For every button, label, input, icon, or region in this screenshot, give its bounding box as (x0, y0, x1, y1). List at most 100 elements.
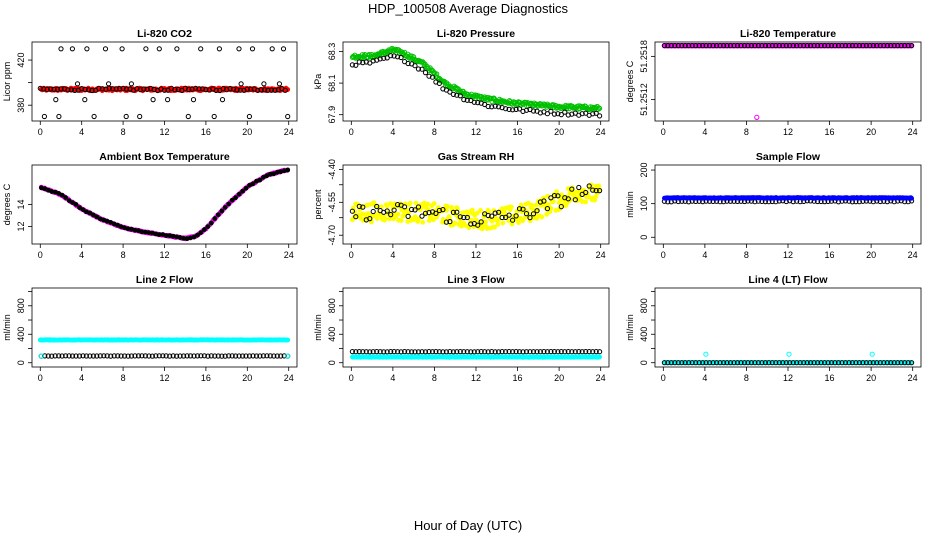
data-point-black (226, 201, 232, 207)
data-point-black (353, 62, 359, 68)
data-point-black (117, 86, 123, 92)
data-point-black (721, 360, 727, 366)
data-point-black (506, 349, 512, 355)
data-point-black (818, 43, 824, 49)
data-point-black (773, 43, 779, 49)
data-point-black (41, 86, 47, 92)
data-point-black (37, 85, 43, 91)
data-point-average (406, 210, 411, 216)
data-point-black (724, 360, 730, 366)
x-tick-label: 12 (471, 250, 481, 260)
data-point-black (794, 43, 800, 49)
data-point-black (52, 353, 58, 359)
data-point-black (766, 43, 772, 49)
data-point-average (382, 216, 388, 221)
data-point-black (839, 43, 845, 49)
x-tick-label: 24 (908, 373, 918, 383)
data-point-black (58, 86, 64, 92)
data-point-black (374, 203, 380, 210)
x-tick-label: 20 (554, 373, 564, 383)
data-point-black (44, 86, 50, 93)
data-point-black (551, 111, 558, 117)
data-point-black (762, 360, 769, 366)
data-point-black (103, 86, 109, 92)
data-point-black (149, 353, 155, 359)
data-point-black (576, 184, 582, 191)
data-point-average (583, 199, 588, 205)
x-tick-label: 16 (825, 127, 835, 137)
data-point-black (870, 43, 876, 49)
x-tick-label: 20 (242, 250, 252, 260)
data-point-black (377, 56, 383, 62)
data-point-black (468, 349, 474, 355)
data-point-black (846, 360, 852, 366)
data-point-black (398, 54, 404, 61)
data-point-black (51, 86, 57, 92)
panel-3: Li-820 Temperature degrees C 0 4 8 12 16 20 24 51… (625, 28, 922, 137)
data-point-black (881, 43, 887, 49)
data-point-black (668, 43, 674, 49)
data-point-black (586, 349, 592, 355)
data-point-black (220, 86, 226, 92)
data-point-black (565, 196, 571, 202)
data-point-black (278, 353, 284, 359)
data-point-black (555, 111, 561, 117)
x-tick-label: 12 (159, 373, 169, 383)
data-point-average (500, 220, 506, 226)
data-point-black (548, 108, 554, 114)
data-point-black (832, 43, 838, 49)
data-point-black (527, 215, 533, 221)
x-tick-label: 8 (432, 250, 437, 260)
data-point-black (268, 87, 275, 93)
data-point-black (877, 43, 883, 49)
data-point-average (508, 204, 514, 210)
data-point-black (461, 349, 467, 355)
data-point-black (165, 97, 171, 103)
data-point-black (110, 86, 116, 92)
data-point-black (384, 349, 390, 355)
x-tick-label: 4 (79, 127, 84, 137)
data-point-black (356, 59, 362, 65)
x-tick-label: 24 (284, 373, 294, 383)
panel-4: Ambient Box Temperature degrees C 0 4 8 12 16 2… (2, 151, 298, 260)
data-point-black (240, 188, 245, 194)
data-point-black (216, 46, 222, 52)
data-point-black (181, 353, 187, 359)
data-point-black (429, 349, 436, 355)
data-point-black (250, 353, 256, 359)
data-point-black (198, 230, 204, 235)
data-point-black (727, 360, 734, 366)
data-point-black (402, 349, 408, 355)
data-point-black (234, 87, 240, 93)
data-point-black (783, 360, 789, 366)
data-point-black (457, 93, 463, 99)
data-point-black (253, 353, 260, 359)
data-point-black (516, 349, 523, 355)
y-tick-label: 0 (16, 360, 26, 365)
y-tick-label: -4.40 (327, 159, 337, 180)
x-tick-label: 20 (554, 250, 564, 260)
data-point-black (509, 107, 516, 113)
data-point-black (370, 208, 376, 215)
data-point-black (356, 349, 362, 355)
x-tick-label: 4 (702, 373, 707, 383)
data-point-spikes (869, 351, 875, 357)
x-tick-label: 8 (744, 250, 749, 260)
data-point-black (167, 353, 173, 359)
data-point-black (489, 349, 495, 355)
data-point-black (675, 43, 681, 49)
y-tick-label: 400 (327, 327, 337, 342)
data-point-black (450, 209, 456, 215)
data-point-black (464, 214, 470, 221)
data-point-black (222, 204, 228, 210)
data-point-black (884, 43, 890, 49)
data-point-black (530, 349, 537, 355)
data-point-black (489, 104, 495, 110)
data-point-black (485, 212, 491, 219)
data-point-black (163, 353, 169, 359)
plot-frame (654, 164, 922, 245)
data-point-black (583, 349, 589, 355)
data-point-black (867, 43, 873, 49)
y-tick-label: 420 (16, 53, 26, 68)
data-point-black (811, 360, 817, 366)
